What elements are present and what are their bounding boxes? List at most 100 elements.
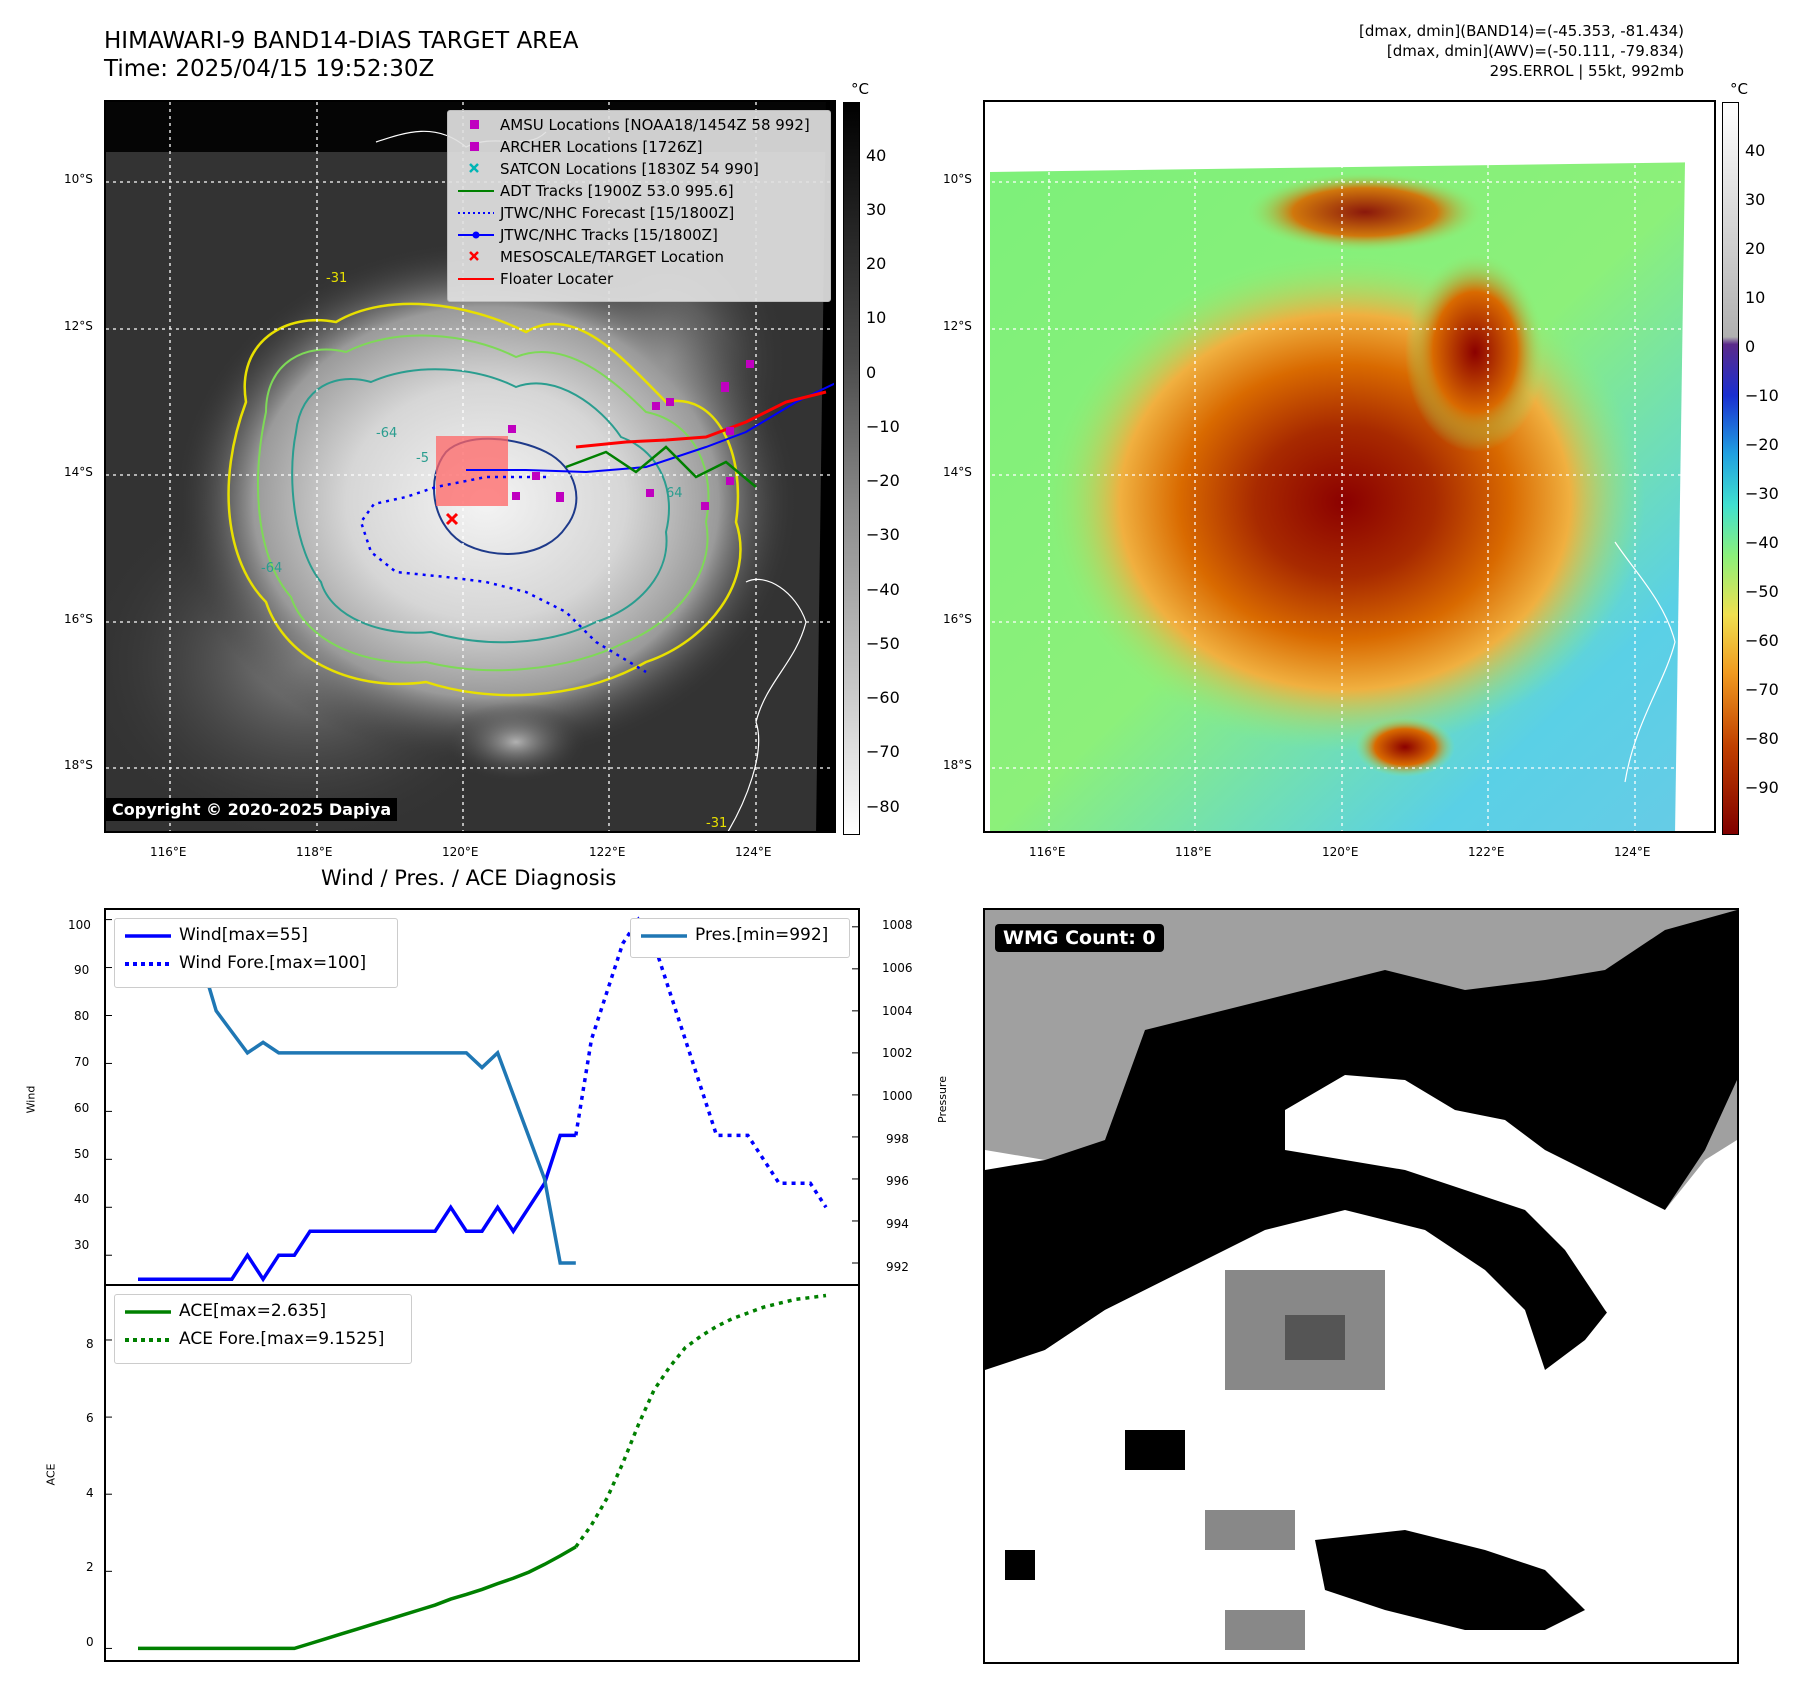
legend-label: JTWC/NHC Tracks [15/1800Z] (500, 226, 718, 244)
colorbar-tick: −60 (1745, 631, 1779, 650)
rainband-cell (1405, 252, 1545, 452)
color-map-canvas (985, 102, 1714, 831)
wmg-gray-patch (1205, 1510, 1295, 1550)
contour-label: -5 (416, 451, 429, 466)
legend-label: ACE Fore.[max=9.1525] (179, 1329, 385, 1349)
dotted-line-swatch-icon (458, 212, 494, 214)
colorbar-tick: −70 (866, 742, 900, 761)
ir-colorbar (843, 102, 860, 835)
contour-64c (291, 368, 670, 644)
awv-range-text: [dmax, dmin](AWV)=(-50.111, -79.834) (1386, 42, 1684, 60)
legend-label: SATCON Locations [1830Z 54 990] (500, 160, 759, 178)
x-marker-icon (469, 163, 479, 173)
figure-title: HIMAWARI-9 BAND14-DIAS TARGET AREA (104, 28, 579, 54)
pressure-ytick: 1006 (882, 961, 913, 975)
coastline (1614, 541, 1676, 783)
pressure-ytick: 992 (886, 1260, 909, 1274)
colorbar-tick: −70 (1745, 680, 1779, 699)
dotted-line-swatch-icon (125, 962, 171, 966)
lon-tick: 116°E (150, 845, 187, 859)
ace-chart: ACE[max=2.635] ACE Fore.[max=9.1525] (104, 1284, 860, 1662)
colorbar-tick: −20 (1745, 435, 1779, 454)
wind-ytick: 70 (74, 1055, 90, 1069)
square-marker-icon (470, 120, 479, 129)
lon-tick: 118°E (1175, 845, 1212, 859)
colorbar-tick: 40 (1745, 141, 1766, 160)
line-swatch-icon (641, 934, 687, 938)
color-colorbar-unit: °C (1730, 80, 1748, 98)
colorbar-tick: −60 (866, 688, 900, 707)
wind-ytick: 100 (68, 918, 91, 932)
amsu-archer-markers (508, 360, 754, 510)
color-enhanced-map (983, 100, 1716, 833)
colorbar-tick: 10 (1745, 288, 1766, 307)
ace-ytick: 8 (86, 1337, 94, 1351)
colorbar-tick: 40 (866, 146, 887, 165)
mesoscale-x-marker (445, 512, 459, 526)
lat-tick: 18°S (943, 758, 972, 772)
colorbar-tick: 30 (1745, 190, 1766, 209)
pressure-ytick: 994 (886, 1217, 909, 1231)
band14-range-text: [dmax, dmin](BAND14)=(-45.353, -81.434) (1359, 22, 1684, 40)
colorbar-tick: −40 (866, 580, 900, 599)
wind-pressure-plot (106, 916, 858, 1283)
legend-label: Pres.[min=992] (695, 925, 829, 945)
ace-ytick: 4 (86, 1486, 94, 1500)
lat-tick: 10°S (943, 172, 972, 186)
lat-tick: 12°S (943, 319, 972, 333)
wind-ytick: 80 (74, 1009, 90, 1023)
colorbar-tick: −10 (866, 417, 900, 436)
legend-label: Wind Fore.[max=100] (179, 953, 367, 973)
red-x-marker-icon (469, 251, 479, 261)
contour-label: -64 (376, 426, 397, 441)
square-marker-icon (470, 142, 479, 151)
lat-tick: 18°S (64, 758, 93, 772)
line-swatch-icon (125, 934, 171, 938)
colorbar-tick: 20 (1745, 239, 1766, 258)
colorbar-tick: −80 (1745, 729, 1779, 748)
ace-plot (106, 1293, 827, 1651)
colorbar-tick: 10 (866, 308, 887, 327)
pressure-ytick: 1008 (882, 918, 913, 932)
lat-tick: 12°S (64, 319, 93, 333)
colorbar-tick: −30 (866, 525, 900, 544)
contour-label: 64 (666, 486, 683, 501)
color-map-gridlines (985, 102, 1714, 831)
colorbar-tick: −20 (866, 471, 900, 490)
wmg-gray-patch (1225, 1610, 1305, 1650)
ace-legend: ACE[max=2.635] ACE Fore.[max=9.1525] (114, 1294, 412, 1364)
wind-legend: Wind[max=55] Wind Fore.[max=100] (114, 918, 398, 988)
contour-50c (257, 334, 710, 672)
wmg-black-patch (1125, 1430, 1185, 1470)
contour-label: -64 (261, 561, 282, 576)
ir-map-legend: AMSU Locations [NOAA18/1454Z 58 992] ARC… (447, 110, 831, 302)
contour-31c (227, 302, 742, 697)
wmg-canvas (985, 910, 1737, 1662)
colorbar-tick: −50 (866, 634, 900, 653)
ir-cloud-south (446, 702, 586, 782)
lat-tick: 14°S (943, 465, 972, 479)
lon-tick: 122°E (589, 845, 626, 859)
pressure-ytick: 996 (886, 1174, 909, 1188)
ace-ytick: 2 (86, 1560, 94, 1574)
colorbar-tick: 0 (1745, 337, 1756, 356)
legend-label: AMSU Locations [NOAA18/1454Z 58 992] (500, 116, 810, 134)
lat-tick: 16°S (64, 612, 93, 626)
lon-tick: 120°E (442, 845, 479, 859)
wmg-white-base (985, 1230, 1737, 1662)
ace-line (138, 1545, 577, 1651)
pressure-axis-label: Pressure (935, 1076, 949, 1123)
copyright-badge: Copyright © 2020-2025 Dapiya (106, 798, 398, 821)
lat-tick: 16°S (943, 612, 972, 626)
contour-label: -31 (326, 271, 347, 286)
legend-label: ARCHER Locations [1726Z] (500, 138, 703, 156)
wmg-panel: WMG Count: 0 (983, 908, 1739, 1664)
lon-tick: 120°E (1322, 845, 1359, 859)
legend-label: Wind[max=55] (179, 925, 308, 945)
wmg-eye-core (1285, 1315, 1345, 1360)
pressure-ytick: 1000 (882, 1089, 913, 1103)
wind-ytick: 40 (74, 1192, 90, 1206)
pressure-ytick: 1004 (882, 1004, 913, 1018)
wind-axis-label: Wind (24, 1085, 38, 1114)
line-swatch-icon (458, 278, 494, 280)
